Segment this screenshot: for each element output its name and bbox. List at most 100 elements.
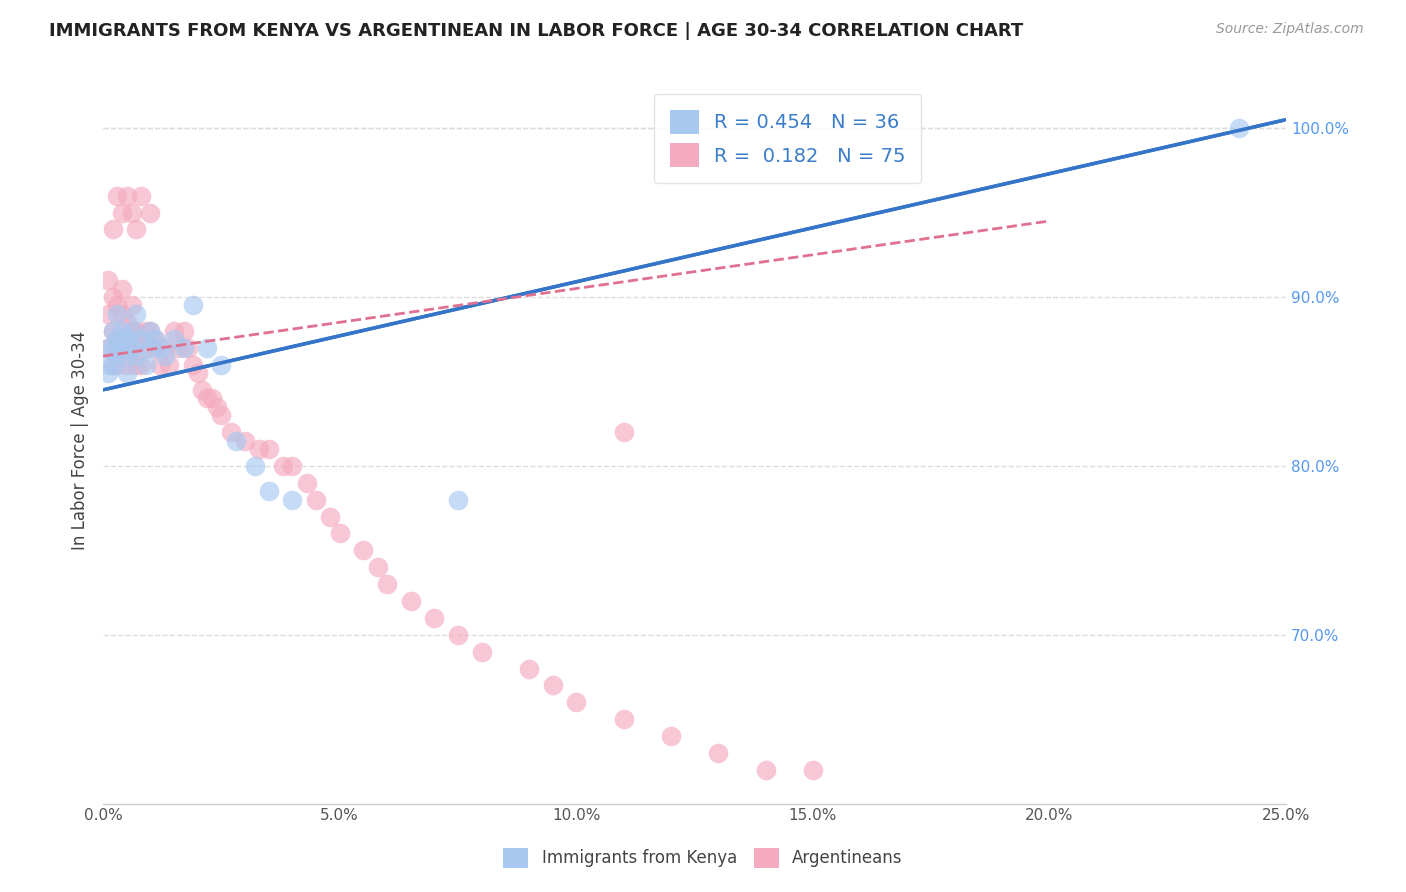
Point <box>111 341 134 355</box>
Point <box>191 383 214 397</box>
Point <box>143 341 166 355</box>
Point <box>121 205 143 219</box>
Point <box>97 273 120 287</box>
Point <box>149 358 172 372</box>
Point <box>105 358 128 372</box>
Point <box>399 594 422 608</box>
Legend: Immigrants from Kenya, Argentineans: Immigrants from Kenya, Argentineans <box>496 841 910 875</box>
Point <box>447 492 470 507</box>
Point <box>115 341 138 355</box>
Point <box>375 577 398 591</box>
Point <box>271 458 294 473</box>
Point <box>101 341 124 355</box>
Point <box>115 188 138 202</box>
Point <box>97 341 120 355</box>
Point <box>517 661 540 675</box>
Point <box>173 324 195 338</box>
Point <box>281 458 304 473</box>
Point <box>121 298 143 312</box>
Point <box>97 358 120 372</box>
Point <box>111 281 134 295</box>
Text: Source: ZipAtlas.com: Source: ZipAtlas.com <box>1216 22 1364 37</box>
Point <box>1227 121 1250 136</box>
Point <box>219 425 242 439</box>
Point <box>167 341 190 355</box>
Point <box>139 205 162 219</box>
Point <box>135 341 157 355</box>
Point <box>129 188 152 202</box>
Point <box>707 746 730 760</box>
Point <box>187 366 209 380</box>
Point <box>195 392 218 406</box>
Point <box>105 298 128 312</box>
Point <box>115 358 138 372</box>
Point <box>153 341 176 355</box>
Point <box>115 332 138 346</box>
Point <box>195 341 218 355</box>
Point <box>177 341 200 355</box>
Point <box>233 434 256 448</box>
Point <box>447 628 470 642</box>
Point <box>111 307 134 321</box>
Point <box>565 695 588 709</box>
Point <box>105 307 128 321</box>
Point <box>329 526 352 541</box>
Point <box>97 366 120 380</box>
Point <box>121 341 143 355</box>
Point <box>97 307 120 321</box>
Point <box>257 442 280 456</box>
Point <box>367 560 389 574</box>
Point <box>153 349 176 363</box>
Point <box>205 400 228 414</box>
Point <box>181 358 204 372</box>
Point <box>157 358 180 372</box>
Point <box>143 332 166 346</box>
Point <box>181 298 204 312</box>
Point <box>471 645 494 659</box>
Point <box>115 366 138 380</box>
Point <box>139 324 162 338</box>
Point <box>281 492 304 507</box>
Point <box>105 332 128 346</box>
Point <box>115 315 138 329</box>
Point <box>352 543 374 558</box>
Point <box>111 205 134 219</box>
Point <box>139 341 162 355</box>
Point <box>105 188 128 202</box>
Point <box>101 358 124 372</box>
Point <box>125 324 148 338</box>
Point <box>125 307 148 321</box>
Point <box>163 332 186 346</box>
Text: IMMIGRANTS FROM KENYA VS ARGENTINEAN IN LABOR FORCE | AGE 30-34 CORRELATION CHAR: IMMIGRANTS FROM KENYA VS ARGENTINEAN IN … <box>49 22 1024 40</box>
Point <box>121 341 143 355</box>
Point <box>801 763 824 777</box>
Point <box>209 358 232 372</box>
Point <box>135 324 157 338</box>
Point <box>201 392 224 406</box>
Point <box>105 332 128 346</box>
Point <box>541 678 564 692</box>
Point <box>125 358 148 372</box>
Point <box>129 332 152 346</box>
Point <box>613 425 636 439</box>
Point <box>125 349 148 363</box>
Point <box>613 712 636 726</box>
Y-axis label: In Labor Force | Age 30-34: In Labor Force | Age 30-34 <box>72 331 89 550</box>
Point <box>101 222 124 236</box>
Point <box>101 290 124 304</box>
Point <box>143 332 166 346</box>
Point <box>243 458 266 473</box>
Point <box>423 611 446 625</box>
Point <box>101 324 124 338</box>
Point <box>125 222 148 236</box>
Point <box>754 763 776 777</box>
Point <box>305 492 328 507</box>
Point <box>121 324 143 338</box>
Point <box>111 324 134 338</box>
Point <box>247 442 270 456</box>
Point <box>209 408 232 422</box>
Point <box>149 341 172 355</box>
Point <box>257 484 280 499</box>
Point <box>319 509 342 524</box>
Point <box>105 349 128 363</box>
